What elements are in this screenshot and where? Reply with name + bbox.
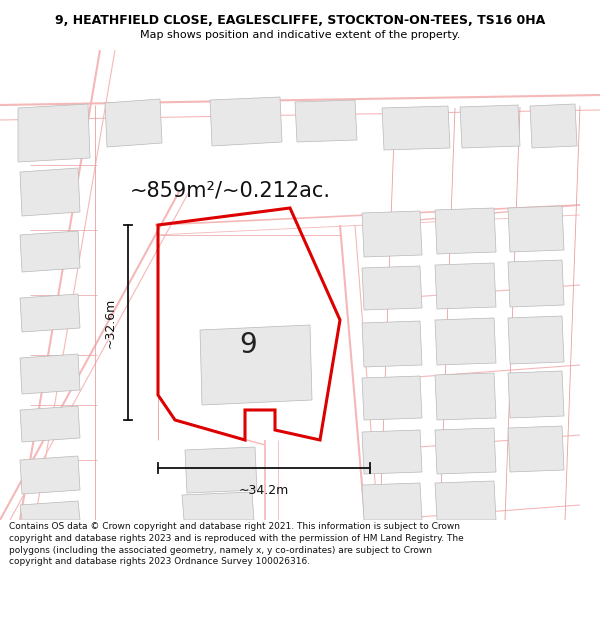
Polygon shape (435, 208, 496, 254)
Polygon shape (508, 371, 564, 418)
Polygon shape (210, 97, 282, 146)
Text: 9, HEATHFIELD CLOSE, EAGLESCLIFFE, STOCKTON-ON-TEES, TS16 0HA: 9, HEATHFIELD CLOSE, EAGLESCLIFFE, STOCK… (55, 14, 545, 27)
Polygon shape (435, 428, 496, 474)
Polygon shape (20, 406, 80, 442)
Text: Contains OS data © Crown copyright and database right 2021. This information is : Contains OS data © Crown copyright and d… (9, 522, 464, 566)
Text: 9: 9 (239, 331, 257, 359)
Polygon shape (362, 376, 422, 420)
Polygon shape (20, 354, 80, 394)
Polygon shape (435, 263, 496, 309)
Polygon shape (362, 430, 422, 474)
Text: Map shows position and indicative extent of the property.: Map shows position and indicative extent… (140, 30, 460, 40)
Polygon shape (105, 99, 162, 147)
Polygon shape (295, 100, 357, 142)
Polygon shape (508, 206, 564, 252)
Text: ~859m²/~0.212ac.: ~859m²/~0.212ac. (130, 180, 331, 200)
Polygon shape (20, 501, 80, 520)
Polygon shape (382, 106, 450, 150)
Polygon shape (20, 231, 80, 272)
Polygon shape (20, 456, 80, 494)
Text: ~34.2m: ~34.2m (239, 484, 289, 496)
Polygon shape (435, 373, 496, 420)
Polygon shape (362, 266, 422, 310)
Polygon shape (200, 325, 312, 405)
Polygon shape (362, 321, 422, 367)
Polygon shape (435, 481, 496, 520)
Polygon shape (18, 104, 90, 162)
Polygon shape (185, 447, 257, 493)
Text: ~32.6m: ~32.6m (104, 298, 116, 348)
Polygon shape (460, 105, 520, 148)
Polygon shape (20, 294, 80, 332)
Polygon shape (362, 211, 422, 257)
Polygon shape (508, 426, 564, 472)
Polygon shape (435, 318, 496, 365)
Polygon shape (508, 316, 564, 364)
Polygon shape (182, 492, 254, 520)
Polygon shape (508, 260, 564, 307)
Polygon shape (20, 168, 80, 216)
Polygon shape (362, 483, 422, 520)
Polygon shape (530, 104, 577, 148)
